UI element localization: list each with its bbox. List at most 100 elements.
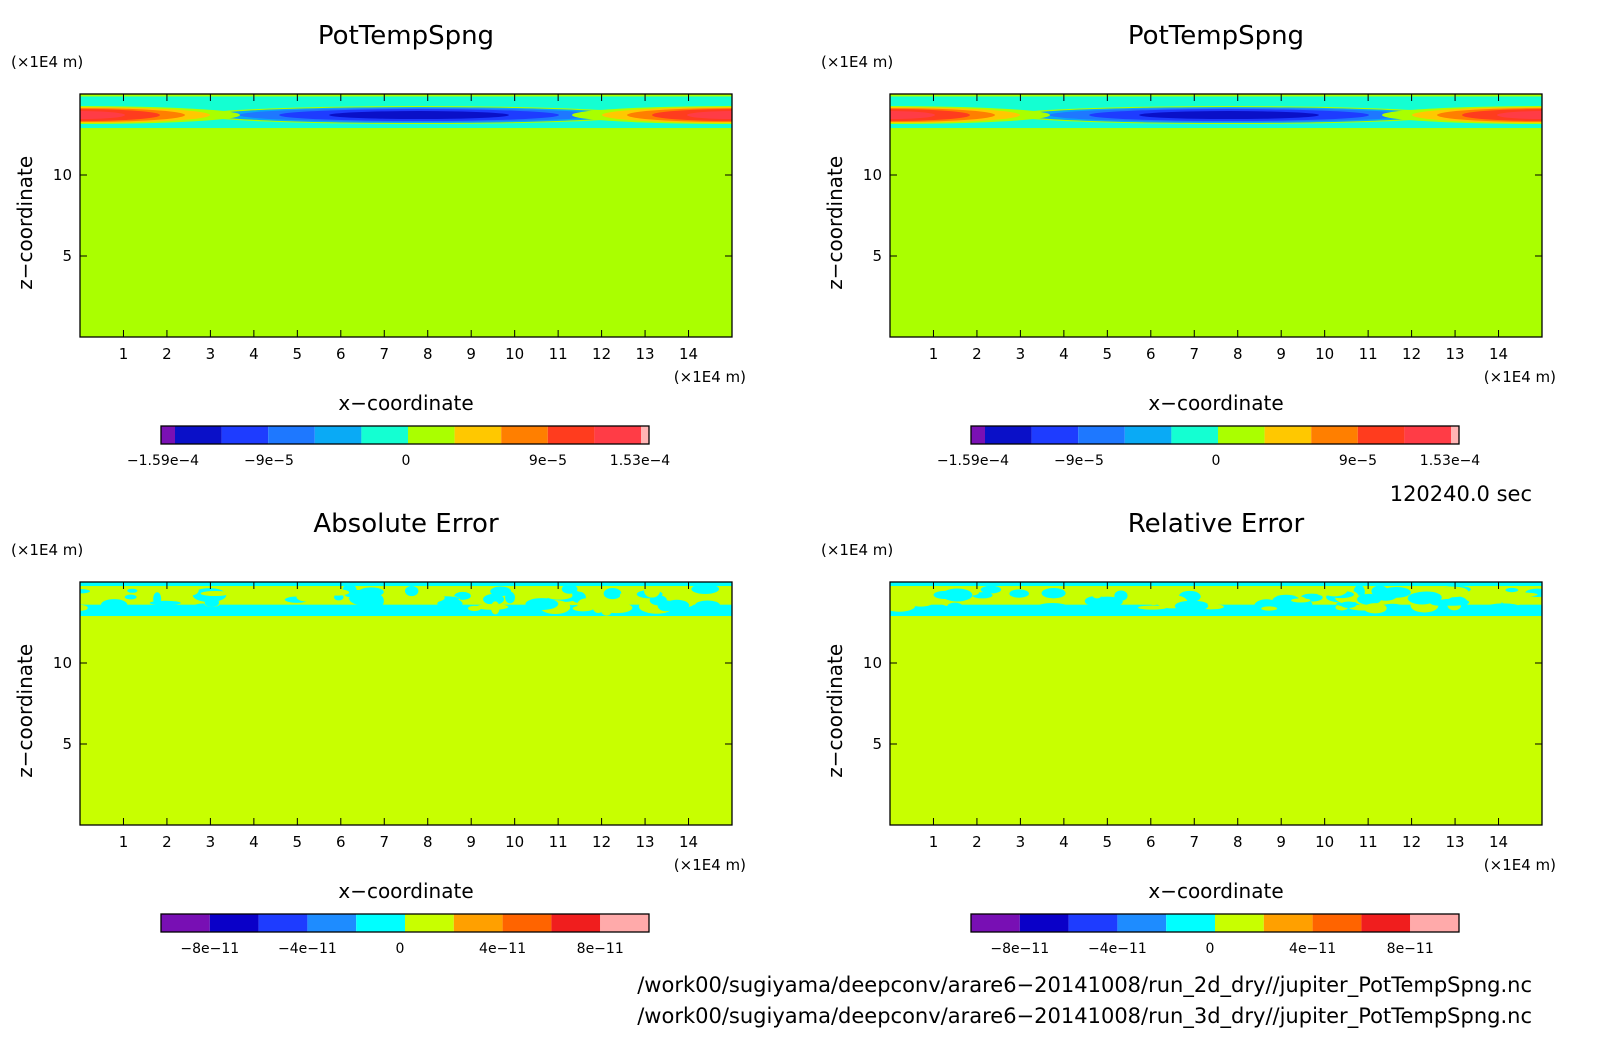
x-tick-label: 9 [1276,345,1286,363]
noise-blob [1037,602,1067,611]
noise-blob [1091,590,1102,599]
x-tick-label: 10 [1315,833,1334,851]
x-tick-label: 14 [679,345,698,363]
zero-region [80,582,732,825]
colorbar-frame [970,913,1460,933]
x-tick-label: 4 [1059,345,1069,363]
colorbar-swatch [268,426,315,444]
noise-blob [1261,606,1278,611]
noise-blob [1137,605,1167,610]
panel-title: PotTempSpng [1128,21,1304,51]
y-axis-label: z−coordinate [823,644,847,778]
noise-blob [1009,589,1029,598]
colorbar-swatch [161,426,175,444]
x-unit-label: (×1E4 m) [674,856,746,874]
noise-blob [1255,589,1270,595]
x-tick-label: 2 [972,833,982,851]
colorbar-swatch [1068,914,1118,932]
x-axis-label: x−coordinate [1148,879,1283,903]
colorbar-swatch [971,914,1020,932]
colorbar-tick-label: −1.59e−4 [937,453,1009,469]
noise-layer-base [890,604,1542,617]
colorbar-tick-label: 4e−11 [479,941,526,957]
x-tick-label: 2 [972,345,982,363]
x-tick-label: 6 [1146,345,1156,363]
y-tick-label: 5 [872,247,882,265]
time-label: 120240.0 sec [1390,482,1532,506]
x-tick-label: 7 [1189,833,1199,851]
panel-4: Relative Error(×1E4 m)1 2 3 4 5 6 7 8 9 10 11 12 13 1… [821,509,1556,957]
x-tick-label: 9 [466,345,476,363]
x-tick-label: 3 [1016,833,1026,851]
zero-region [80,94,732,337]
x-tick-label: 11 [549,833,568,851]
x-tick-label: 7 [379,345,389,363]
x-tick-label: 10 [1315,345,1334,363]
x-unit-label: (×1E4 m) [674,368,746,386]
colorbar-swatch [1166,914,1215,932]
file-path-1: /work00/sugiyama/deepconv/arare6−2014100… [637,973,1532,998]
plot-frame [889,581,1543,826]
noise-blob [437,598,463,609]
colorbar: −8e−11 −4e−11 0 4e−11 8e−11 [970,913,1460,957]
colorbar-swatch [1117,914,1167,932]
x-tick-label: 1 [929,345,939,363]
y-axis-label: z−coordinate [13,156,37,290]
colorbar-swatch [1361,914,1411,932]
noise-blob [467,605,481,612]
x-tick-label: 4 [1059,833,1069,851]
colorbar-swatch [1312,914,1362,932]
x-tick-label: 5 [293,345,303,363]
x-tick-label: 14 [1489,345,1508,363]
noise-blob [304,583,322,597]
panel-3: Absolute Error(×1E4 m)1 2 3 4 5 6 7 8 9 10 11 12 13 1… [11,509,746,957]
noise-blob [404,586,419,597]
colorbar-tick-label: −4e−11 [278,941,337,957]
colorbar-swatch [1019,914,1069,932]
x-tick-label: 7 [1189,345,1199,363]
x-tick-label: 2 [162,833,172,851]
colorbar-tick-label: 0 [1206,941,1215,957]
noise-blob [101,599,128,611]
noise-blob [694,600,721,611]
noise-blob [522,585,549,594]
noise-blob [183,584,199,596]
noise-blob [600,602,613,616]
colorbar-swatch [161,914,210,932]
noise-blob [715,591,732,604]
noise-blob [349,591,383,606]
colorbar-swatch [307,914,357,932]
noise-blob [127,588,138,593]
colorbar-swatch [209,914,259,932]
colorbar-swatch [551,914,601,932]
noise-blob [679,593,706,601]
colorbar-swatch [1263,914,1313,932]
y-tick-label: 10 [863,166,882,184]
colorbar-swatch [1124,426,1172,444]
colorbar-swatch [1031,426,1079,444]
zero-region [890,94,1542,337]
colorbar-swatch [1357,426,1405,444]
noise-blob [980,585,1002,594]
colorbar-swatch [600,914,649,932]
x-tick-label: 5 [1103,345,1113,363]
colorbar-swatch [1311,426,1358,444]
negative-contour-4 [329,111,510,120]
contour-field [80,582,732,825]
noise-layer-base [80,604,732,617]
x-tick-label: 1 [119,833,129,851]
y-tick-label: 10 [53,654,72,672]
noise-blob [483,593,505,605]
x-tick-label: 8 [423,345,433,363]
noise-blob [1363,603,1387,614]
positive-contour-0-4 [890,111,935,120]
noise-blob [1438,586,1469,598]
colorbar-swatch [1264,426,1312,444]
colorbar-tick-label: −1.59e−4 [127,453,199,469]
colorbar: −8e−11 −4e−11 0 4e−11 8e−11 [160,913,650,957]
x-tick-label: 2 [162,345,172,363]
x-tick-label: 10 [505,833,524,851]
colorbar-swatch [221,426,269,444]
x-tick-label: 13 [636,345,655,363]
